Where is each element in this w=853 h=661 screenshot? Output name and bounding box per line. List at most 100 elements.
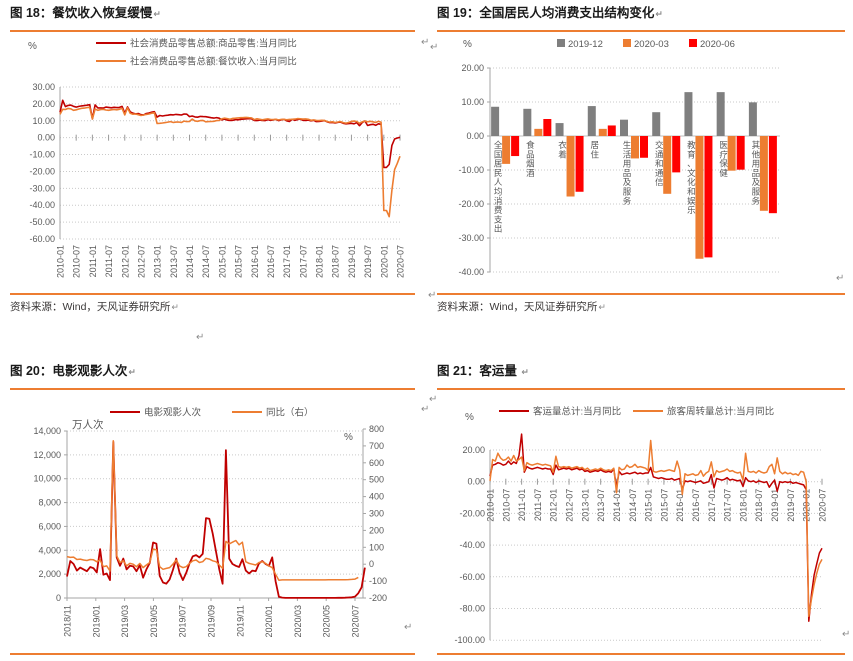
- svg-text:6,000: 6,000: [38, 521, 61, 531]
- figure-18-bottom-rule: [10, 293, 415, 295]
- bar-2020-06: [607, 125, 616, 136]
- svg-text:2015-01: 2015-01: [644, 489, 654, 522]
- svg-text:万人次: 万人次: [72, 418, 104, 431]
- svg-text:500: 500: [369, 475, 384, 485]
- svg-text:2018-01: 2018-01: [315, 245, 325, 278]
- svg-text:2020/01: 2020/01: [264, 605, 274, 638]
- figure-20-chart: 0 2,000 4,000 6,000 8,000 10,000 12,000 14,000 -…: [33, 407, 387, 638]
- paragraph-mark: ↵: [842, 629, 851, 640]
- svg-text:700: 700: [369, 441, 384, 451]
- svg-text:-40.00: -40.00: [458, 267, 484, 277]
- paragraph-mark: ↵: [196, 332, 205, 343]
- category-label: 食品烟酒: [526, 140, 535, 178]
- svg-text:2016-01: 2016-01: [675, 489, 685, 522]
- bar-2020-06: [543, 119, 552, 136]
- svg-text:0.00: 0.00: [467, 477, 485, 487]
- svg-text:2019/01: 2019/01: [91, 605, 101, 638]
- figure-20-bottom-rule: [10, 653, 415, 655]
- svg-text:30.00: 30.00: [32, 82, 55, 92]
- svg-text:4,000: 4,000: [38, 545, 61, 555]
- bar-2020-03: [663, 136, 672, 194]
- svg-text:2019/11: 2019/11: [235, 605, 245, 637]
- svg-text:-20.00: -20.00: [459, 508, 485, 518]
- bar-2020-06: [768, 136, 777, 214]
- bar-2019-12: [684, 92, 693, 136]
- svg-text:2010-07: 2010-07: [501, 489, 511, 522]
- svg-text:-10.00: -10.00: [29, 150, 55, 160]
- svg-text:2019-07: 2019-07: [363, 245, 373, 278]
- paragraph-mark: ↵: [421, 37, 430, 48]
- bar-2019-12: [587, 106, 596, 136]
- svg-text:300: 300: [369, 509, 384, 519]
- svg-text:2020-01: 2020-01: [379, 245, 389, 278]
- figure-18-title-rule: [10, 30, 415, 32]
- category-label: 交通和通信: [655, 140, 664, 187]
- figure-18-source: 资料来源：Wind，天风证券研究所↵: [10, 301, 179, 313]
- svg-text:%: %: [463, 39, 472, 50]
- paragraph-mark: ↵: [836, 273, 845, 284]
- svg-text:10,000: 10,000: [33, 474, 61, 484]
- bar-2020-03: [759, 136, 768, 211]
- svg-text:600: 600: [369, 458, 384, 468]
- bar-2020-06: [672, 136, 681, 173]
- legend-20: 电影观影人次 同比（右）: [110, 407, 314, 419]
- bar-2020-03: [598, 128, 607, 136]
- bar-2020-03: [534, 128, 543, 136]
- bar-2020-03: [631, 136, 639, 159]
- svg-text:10.00: 10.00: [461, 97, 484, 107]
- svg-text:2020/05: 2020/05: [322, 605, 332, 638]
- paragraph-mark: ↵: [521, 367, 529, 377]
- bar-2020-06: [640, 136, 648, 158]
- plot-area-20: 0 2,000 4,000 6,000 8,000 10,000 12,000 14,000 -…: [33, 424, 387, 638]
- svg-text:2010-01: 2010-01: [56, 245, 66, 278]
- figure-20-title-rule: [10, 388, 415, 390]
- paragraph-mark: ↵: [421, 404, 430, 415]
- svg-text:200: 200: [369, 525, 384, 535]
- svg-text:-100.00: -100.00: [454, 635, 485, 645]
- category-label: 居住: [591, 140, 600, 159]
- svg-text:2017-01: 2017-01: [707, 489, 717, 522]
- svg-text:2011-01: 2011-01: [88, 245, 98, 277]
- svg-text:-60.00: -60.00: [29, 234, 55, 244]
- svg-text:2016-07: 2016-07: [691, 489, 701, 522]
- svg-text:2019-01: 2019-01: [347, 245, 357, 278]
- figure-20: 图 20：电影观影人次↵ 0 2,000 4,000 6,000 8,000 10,000…: [10, 358, 415, 655]
- svg-text:电影观影人次: 电影观影人次: [144, 407, 202, 419]
- svg-text:2011-07: 2011-07: [104, 245, 114, 277]
- paragraph-mark: ↵: [128, 367, 136, 377]
- svg-text:2020-07: 2020-07: [396, 245, 406, 278]
- svg-text:14,000: 14,000: [33, 426, 61, 436]
- svg-text:社会消费品零售总额:餐饮收入:当月同比: 社会消费品零售总额:餐饮收入:当月同比: [130, 56, 297, 68]
- figure-19-title-rule: [437, 30, 845, 32]
- svg-text:%: %: [28, 41, 37, 52]
- svg-text:2018/11: 2018/11: [63, 605, 73, 637]
- svg-text:20.00: 20.00: [462, 445, 485, 455]
- paragraph-mark: ↵: [428, 290, 437, 301]
- svg-text:2019/05: 2019/05: [149, 605, 159, 638]
- series-旅客周转量总计:当月同比: [489, 439, 823, 618]
- svg-text:2014-01: 2014-01: [185, 245, 195, 278]
- svg-text:2011-07: 2011-07: [533, 489, 543, 521]
- svg-text:2018-07: 2018-07: [754, 489, 764, 522]
- category-label: 全国居民人均消费支出: [494, 140, 503, 234]
- svg-text:2020/03: 2020/03: [293, 605, 303, 638]
- bar-2019-12: [748, 102, 757, 136]
- svg-text:2012-07: 2012-07: [136, 245, 146, 278]
- svg-text:10.00: 10.00: [32, 116, 55, 126]
- svg-text:20.00: 20.00: [461, 63, 484, 73]
- figure-21: 图 21：客运量 ↵ 20.00 0.00 -20.00 -40.00 -60.00 -8…: [437, 358, 845, 655]
- svg-text:2013-01: 2013-01: [580, 489, 590, 522]
- svg-text:0.00: 0.00: [37, 133, 55, 143]
- svg-text:-30.00: -30.00: [458, 233, 484, 243]
- svg-text:2015-07: 2015-07: [234, 245, 244, 278]
- svg-text:-30.00: -30.00: [29, 183, 55, 193]
- svg-text:2017-01: 2017-01: [282, 245, 292, 278]
- figure-21-bottom-rule: [437, 653, 845, 655]
- svg-text:旅客周转量总计:当月同比: 旅客周转量总计:当月同比: [667, 406, 774, 418]
- svg-text:2013-07: 2013-07: [596, 489, 606, 522]
- svg-text:20.00: 20.00: [32, 99, 55, 109]
- category-label: 其他用品及服务: [752, 140, 761, 206]
- bar-2020-03: [566, 136, 575, 197]
- svg-text:2012-07: 2012-07: [565, 489, 575, 522]
